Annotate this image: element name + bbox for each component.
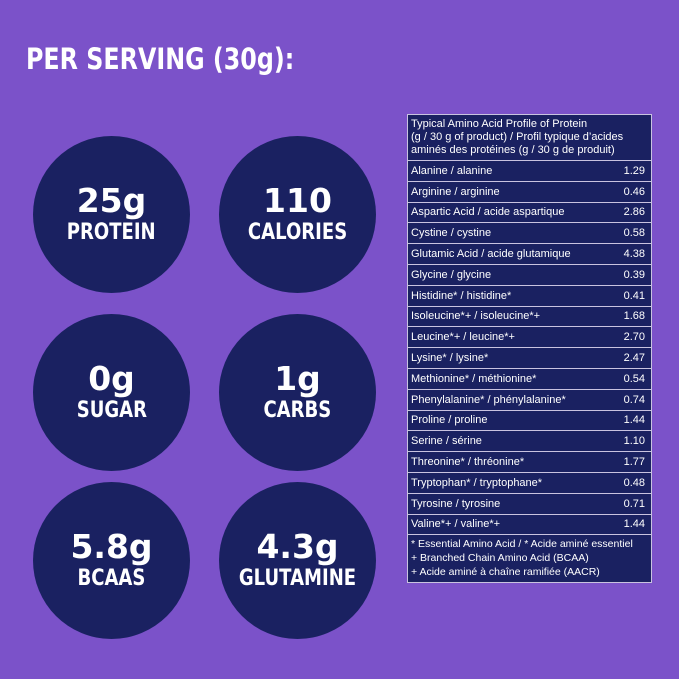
amino-acid-name: Cystine / cystine xyxy=(411,227,492,240)
table-footnotes: * Essential Amino Acid / * Acide aminé e… xyxy=(408,535,651,582)
amino-acid-name: Lysine* / lysine* xyxy=(411,352,489,365)
amino-acid-value: 1.68 xyxy=(623,310,645,323)
amino-acid-value: 0.41 xyxy=(623,289,645,302)
amino-acid-value: 0.54 xyxy=(623,372,645,385)
stat-carbs-badge: 1g CARBS xyxy=(219,314,376,471)
stat-label: BCAAS xyxy=(77,565,146,591)
amino-acid-value: 2.47 xyxy=(623,352,645,365)
table-row: Proline / proline 1.44 xyxy=(408,411,651,432)
amino-acid-name: Serine / sérine xyxy=(411,435,482,448)
table-header: Typical Amino Acid Profile of Protein (g… xyxy=(408,115,651,161)
table-row: Glutamic Acid / acide glutamique 4.38 xyxy=(408,244,651,265)
stat-value: 1g xyxy=(274,358,321,398)
amino-acid-value: 0.74 xyxy=(623,393,645,406)
table-header-line: (g / 30 g of product) / Profil typique d… xyxy=(411,131,624,143)
amino-acid-name: Valine*+ / valine*+ xyxy=(411,518,501,531)
amino-acid-value: 1.10 xyxy=(623,435,645,448)
stat-label: GLUTAMINE xyxy=(238,565,357,591)
amino-acid-value: 4.38 xyxy=(623,248,645,261)
table-rows: Alanine / alanine 1.29 Arginine / arginine… xyxy=(408,161,651,536)
table-row: Histidine* / histidine* 0.41 xyxy=(408,286,651,307)
amino-acid-name: Methionine* / méthionine* xyxy=(411,372,537,385)
table-row: Phenylalanine* / phénylalanine* 0.74 xyxy=(408,390,651,411)
table-row: Isoleucine*+ / isoleucine*+ 1.68 xyxy=(408,307,651,328)
amino-acid-name: Tryptophan* / tryptophane* xyxy=(411,476,543,489)
amino-acid-value: 1.29 xyxy=(623,164,645,177)
amino-acid-name: Leucine*+ / leucine*+ xyxy=(411,331,515,344)
amino-acid-name: Glutamic Acid / acide glutamique xyxy=(411,248,571,261)
amino-acid-name: Arginine / arginine xyxy=(411,185,500,198)
table-row: Lysine* / lysine* 2.47 xyxy=(408,348,651,369)
amino-acid-value: 2.70 xyxy=(623,331,645,344)
table-row: Leucine*+ / leucine*+ 2.70 xyxy=(408,327,651,349)
amino-acid-value: 1.44 xyxy=(623,518,645,531)
footnote: + Acide aminé à chaîne ramifiée (AACR) xyxy=(411,566,600,579)
stat-label: CALORIES xyxy=(247,219,348,245)
table-row: Alanine / alanine 1.29 xyxy=(408,161,651,182)
amino-acid-value: 2.86 xyxy=(623,206,645,219)
amino-acid-name: Threonine* / thréonine* xyxy=(411,456,525,469)
stat-sugar-badge: 0g SUGAR xyxy=(33,314,190,471)
amino-acid-name: Aspartic Acid / acide aspartique xyxy=(411,206,565,219)
amino-acid-name: Glycine / glycine xyxy=(411,268,492,281)
stat-glutamine-badge: 4.3g GLUTAMINE xyxy=(219,482,376,639)
stat-label: PROTEIN xyxy=(67,219,156,245)
amino-acid-name: Alanine / alanine xyxy=(411,164,493,177)
amino-acid-name: Phenylalanine* / phénylalanine* xyxy=(411,393,566,406)
amino-acid-value: 0.71 xyxy=(623,497,645,510)
table-row: Arginine / arginine 0.46 xyxy=(408,182,651,203)
amino-acid-value: 1.77 xyxy=(623,456,645,469)
table-row: Cystine / cystine 0.58 xyxy=(408,223,651,245)
footnote: + Branched Chain Amino Acid (BCAA) xyxy=(411,552,589,565)
table-row: Valine*+ / valine*+ 1.44 xyxy=(408,515,651,536)
stat-bcaas-badge: 5.8g BCAAS xyxy=(33,482,190,639)
amino-acid-table: Typical Amino Acid Profile of Protein (g… xyxy=(407,114,652,584)
table-row: Tryptophan* / tryptophane* 0.48 xyxy=(408,473,651,494)
footnote: * Essential Amino Acid / * Acide aminé e… xyxy=(411,538,633,551)
stat-value: 4.3g xyxy=(256,526,339,566)
amino-acid-value: 0.48 xyxy=(623,476,645,489)
amino-acid-value: 0.39 xyxy=(623,268,645,281)
stat-label: CARBS xyxy=(263,397,332,423)
stat-value: 0g xyxy=(88,358,135,398)
table-row: Aspartic Acid / acide aspartique 2.86 xyxy=(408,203,651,224)
amino-acid-name: Tyrosine / tyrosine xyxy=(411,497,501,510)
page-title: PER SERVING (30g): xyxy=(26,42,295,76)
stat-label: SUGAR xyxy=(76,397,147,423)
table-row: Serine / sérine 1.10 xyxy=(408,431,651,453)
table-header-line: Typical Amino Acid Profile of Protein xyxy=(411,118,588,130)
amino-acid-value: 0.58 xyxy=(623,227,645,240)
amino-acid-name: Isoleucine*+ / isoleucine*+ xyxy=(411,310,541,323)
table-row: Methionine* / méthionine* 0.54 xyxy=(408,369,651,390)
stat-protein-badge: 25g PROTEIN xyxy=(33,136,190,293)
stat-calories-badge: 110 CALORIES xyxy=(219,136,376,293)
stat-value: 25g xyxy=(76,180,147,220)
stat-value: 5.8g xyxy=(70,526,153,566)
table-row: Glycine / glycine 0.39 xyxy=(408,265,651,286)
amino-acid-value: 1.44 xyxy=(623,414,645,427)
table-row: Tyrosine / tyrosine 0.71 xyxy=(408,494,651,515)
amino-acid-value: 0.46 xyxy=(623,185,645,198)
table-header-line: aminés des protéines (g / 30 g de produi… xyxy=(411,144,615,156)
amino-acid-name: Proline / proline xyxy=(411,414,488,427)
stat-value: 110 xyxy=(263,180,332,220)
table-row: Threonine* / thréonine* 1.77 xyxy=(408,452,651,473)
amino-acid-name: Histidine* / histidine* xyxy=(411,289,512,302)
